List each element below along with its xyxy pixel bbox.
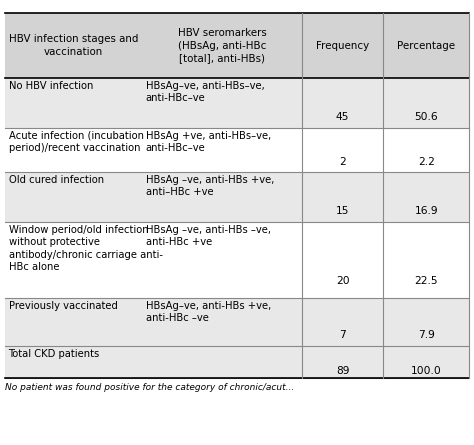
Bar xyxy=(383,78,469,128)
Bar xyxy=(302,346,383,378)
Text: HBsAg –ve, anti-HBs +ve,
anti–HBc +ve: HBsAg –ve, anti-HBs +ve, anti–HBc +ve xyxy=(146,175,274,198)
Bar xyxy=(383,13,469,78)
Bar xyxy=(5,222,142,298)
Bar xyxy=(302,172,383,222)
Text: HBsAg–ve, anti-HBs +ve,
anti-HBc –ve: HBsAg–ve, anti-HBs +ve, anti-HBc –ve xyxy=(146,300,271,323)
Text: 22.5: 22.5 xyxy=(415,276,438,286)
Text: 16.9: 16.9 xyxy=(414,206,438,216)
Bar xyxy=(142,172,302,222)
Text: No patient was found positive for the category of chronic/acut...: No patient was found positive for the ca… xyxy=(5,383,294,392)
Text: HBsAg +ve, anti-HBs–ve,
anti-HBc–ve: HBsAg +ve, anti-HBs–ve, anti-HBc–ve xyxy=(146,130,271,153)
Text: HBV seromarkers
(HBsAg, anti-HBc
[total], anti-HBs): HBV seromarkers (HBsAg, anti-HBc [total]… xyxy=(178,28,266,63)
Text: 7: 7 xyxy=(339,330,346,340)
Text: Frequency: Frequency xyxy=(316,40,369,51)
Bar xyxy=(142,13,302,78)
Text: HBsAg–ve, anti-HBs–ve,
anti-HBc–ve: HBsAg–ve, anti-HBs–ve, anti-HBc–ve xyxy=(146,81,264,103)
Bar xyxy=(302,78,383,128)
Text: Old cured infection: Old cured infection xyxy=(9,175,104,185)
Text: 89: 89 xyxy=(336,366,349,376)
Text: Window period/old infection
without protective
antibody/chronic carriage anti-
H: Window period/old infection without prot… xyxy=(9,225,163,272)
Text: 20: 20 xyxy=(336,276,349,286)
Text: Percentage: Percentage xyxy=(397,40,456,51)
Text: Total CKD patients: Total CKD patients xyxy=(9,348,100,359)
Text: 15: 15 xyxy=(336,206,349,216)
Bar xyxy=(383,172,469,222)
Bar xyxy=(142,128,302,172)
Bar xyxy=(302,222,383,298)
Bar xyxy=(142,346,302,378)
Text: 50.6: 50.6 xyxy=(414,112,438,122)
Bar xyxy=(5,172,142,222)
Bar xyxy=(5,346,142,378)
Bar xyxy=(302,298,383,346)
Bar xyxy=(142,78,302,128)
Bar xyxy=(383,298,469,346)
Bar xyxy=(5,78,142,128)
Text: 7.9: 7.9 xyxy=(418,330,435,340)
Text: 100.0: 100.0 xyxy=(411,366,442,376)
Text: HBV infection stages and
vaccination: HBV infection stages and vaccination xyxy=(9,34,138,57)
Text: 2: 2 xyxy=(339,158,346,167)
Bar xyxy=(302,13,383,78)
Text: No HBV infection: No HBV infection xyxy=(9,81,93,91)
Bar xyxy=(302,128,383,172)
Bar xyxy=(5,128,142,172)
Text: 45: 45 xyxy=(336,112,349,122)
Text: Previously vaccinated: Previously vaccinated xyxy=(9,300,118,311)
Bar xyxy=(383,128,469,172)
Bar xyxy=(5,13,142,78)
Text: Acute infection (incubation
period)/recent vaccination: Acute infection (incubation period)/rece… xyxy=(9,130,144,153)
Bar xyxy=(142,222,302,298)
Bar xyxy=(383,222,469,298)
Bar xyxy=(383,346,469,378)
Bar xyxy=(5,298,142,346)
Text: HBsAg –ve, anti-HBs –ve,
anti-HBc +ve: HBsAg –ve, anti-HBs –ve, anti-HBc +ve xyxy=(146,225,271,247)
Text: 2.2: 2.2 xyxy=(418,158,435,167)
Bar xyxy=(142,298,302,346)
